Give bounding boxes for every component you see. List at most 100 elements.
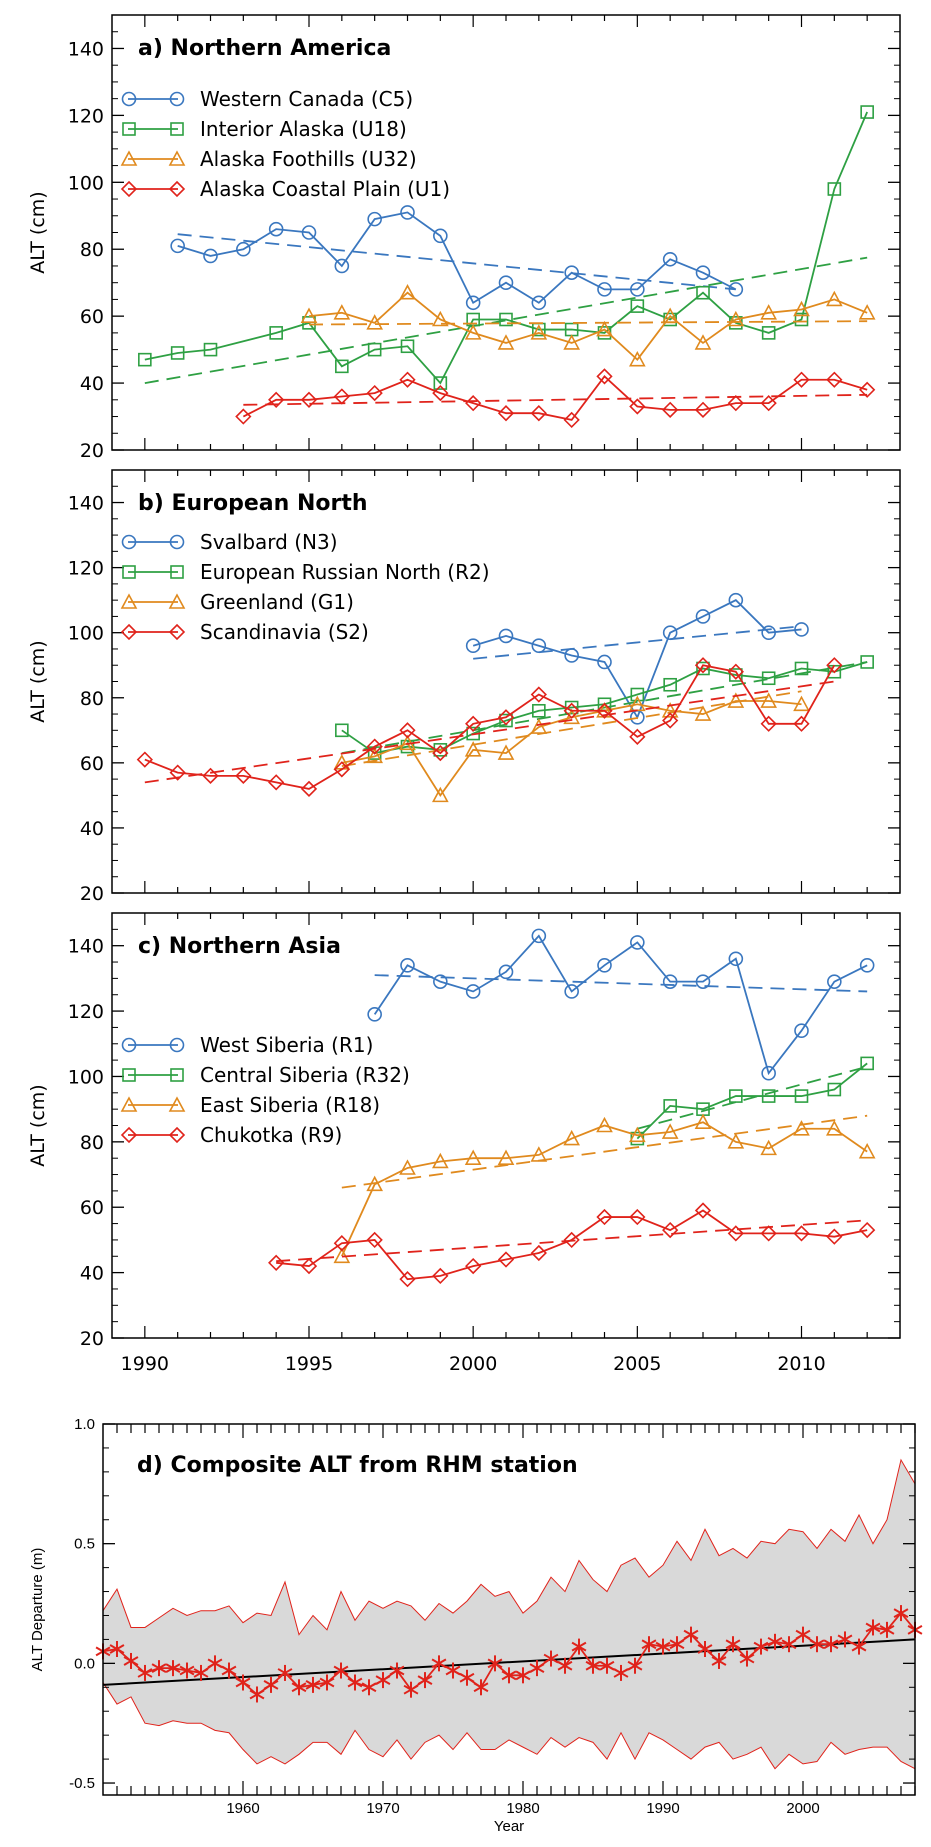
star-stroke [403, 1684, 419, 1695]
star-stroke [417, 1675, 433, 1685]
data-point [301, 225, 317, 240]
data-point [661, 307, 679, 323]
data-point [498, 275, 514, 290]
series-diamond [136, 657, 843, 798]
data-point [865, 1619, 881, 1636]
data-point [564, 984, 579, 999]
data-point [809, 1636, 825, 1653]
data-point [859, 958, 875, 973]
data-point [694, 705, 712, 721]
y-axis-label: ALT (cm) [27, 191, 49, 273]
legend-marker [169, 91, 185, 107]
y-tick-label: 40 [80, 1263, 104, 1285]
data-point [794, 312, 809, 327]
data-point [335, 723, 349, 738]
star-stroke [305, 1680, 321, 1690]
data-point [697, 1640, 713, 1657]
data-point [399, 284, 416, 300]
trend-line [341, 1114, 868, 1189]
data-point [366, 1175, 384, 1192]
data-point [487, 1655, 503, 1672]
data-point [530, 718, 548, 734]
data-point [465, 984, 481, 999]
data-point [662, 712, 679, 729]
star-stroke [151, 1663, 167, 1674]
legend-marker [120, 593, 138, 609]
data-point [300, 307, 318, 323]
data-point [366, 384, 383, 402]
y-tick-label: 140 [68, 493, 104, 515]
star-stroke [123, 1656, 139, 1666]
star-stroke [879, 1624, 895, 1635]
data-point [563, 702, 580, 719]
star-stroke [529, 1663, 545, 1674]
data-point [630, 687, 645, 702]
star-stroke [375, 1675, 391, 1685]
data-point [367, 211, 382, 227]
data-point [137, 1664, 153, 1681]
trend-line [341, 661, 868, 754]
y-tick-label: 0.0 [74, 1655, 95, 1672]
star-stroke [501, 1670, 517, 1681]
data-point [319, 1674, 335, 1691]
data-point [893, 1605, 909, 1622]
legend-entry: West Siberia (R1) [121, 1033, 373, 1057]
data-point [268, 1254, 285, 1271]
data-point [597, 654, 612, 670]
legend-entry: Chukotka (R9) [120, 1123, 342, 1147]
data-point [851, 1638, 867, 1655]
star-stroke [613, 1668, 629, 1678]
legend-label: West Siberia (R1) [200, 1033, 373, 1057]
data-point [433, 376, 448, 390]
data-point [459, 1669, 475, 1686]
star-stroke [249, 1689, 265, 1700]
legend-label: Chukotka (R9) [200, 1123, 342, 1147]
legend-label: Interior Alaska (U18) [200, 117, 407, 141]
data-point [767, 1633, 783, 1650]
data-point [361, 1679, 377, 1696]
star-stroke [459, 1672, 475, 1683]
data-point [793, 695, 810, 712]
data-point [497, 744, 515, 760]
data-point [793, 300, 810, 317]
data-point [596, 320, 613, 337]
data-point [563, 708, 581, 725]
star-stroke [179, 1665, 195, 1676]
data-point [497, 1251, 515, 1268]
data-point [729, 1089, 743, 1103]
legend-marker [120, 150, 138, 166]
star-stroke [753, 1641, 769, 1652]
data-point [268, 221, 284, 237]
data-point [696, 285, 710, 300]
data-point [465, 715, 482, 732]
data-point [826, 1228, 843, 1245]
x-tick-label: 1960 [226, 1800, 259, 1817]
legend-label: Central Siberia (R32) [200, 1063, 410, 1087]
legend-marker [121, 1037, 137, 1053]
panel-title: a) Northern America [138, 36, 391, 61]
data-point [375, 1672, 391, 1689]
data-point [661, 702, 679, 718]
data-point [629, 728, 646, 745]
data-point [794, 1023, 809, 1038]
x-tick-label: 2000 [449, 1353, 497, 1375]
star-stroke [851, 1641, 867, 1652]
legend-marker [168, 1126, 186, 1144]
legend-label: Alaska Foothills (U32) [200, 147, 417, 171]
data-point [335, 359, 349, 374]
star-stroke [263, 1680, 279, 1690]
data-point [367, 342, 382, 357]
series-triangle [333, 1113, 876, 1264]
data-point [629, 398, 646, 415]
star-stroke [641, 1639, 657, 1650]
data-point [630, 935, 645, 950]
trend-line [144, 680, 835, 784]
data-point [795, 1626, 811, 1643]
legend-marker [122, 565, 136, 579]
x-tick-label: 2005 [613, 1353, 661, 1375]
data-point [169, 764, 186, 781]
data-point [727, 1133, 745, 1149]
data-point [761, 625, 776, 640]
legend-entry: Alaska Foothills (U32) [120, 147, 417, 171]
data-point [499, 312, 513, 327]
